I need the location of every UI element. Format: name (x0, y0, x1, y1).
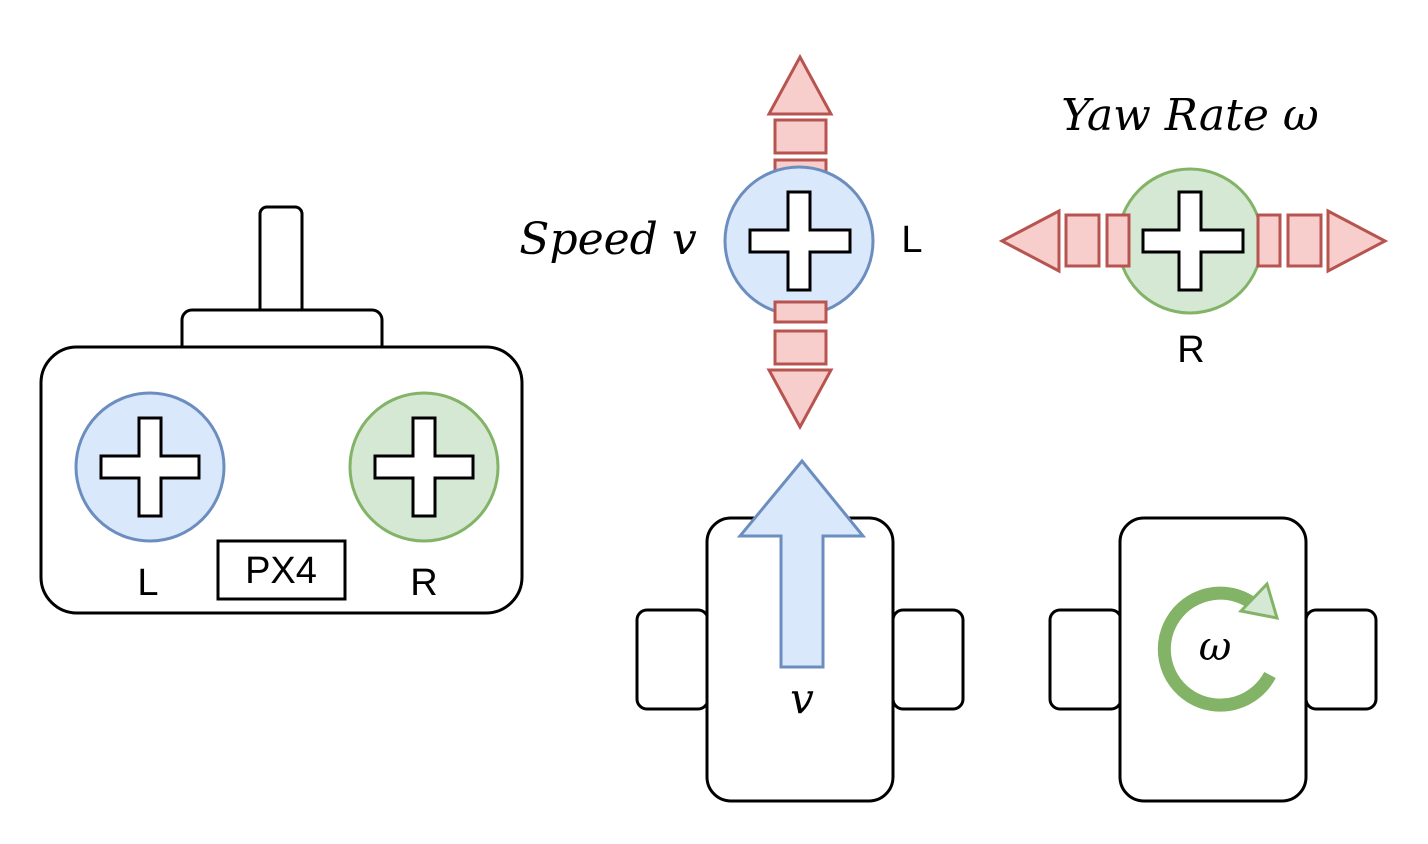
rover-yaw-left-wheel (1048, 608, 1123, 711)
arrow-up-icon (766, 53, 834, 116)
speed-up-arrow (766, 53, 834, 184)
controller-left-label: L (137, 562, 158, 604)
left-stick-cross-icon (99, 416, 201, 518)
speed-stick-label: L (901, 219, 922, 261)
forward-arrow-icon (736, 458, 867, 669)
rover-speed-left-wheel (635, 608, 710, 711)
speed-down-arrow (766, 300, 834, 431)
speed-stick-group: Speed v L (519, 53, 923, 431)
rover-yaw-symbol: ω (1199, 624, 1232, 670)
yaw-stick-group: Yaw Rate ω R (998, 90, 1389, 371)
speed-stick-cross-icon (748, 190, 852, 292)
yaw-stick-cross-icon (1141, 190, 1245, 292)
yaw-right-arrow (1256, 208, 1389, 274)
controller-left-stick (74, 391, 226, 543)
arrow-right-icon (1326, 208, 1389, 274)
px4-label: PX4 (245, 550, 317, 592)
controller-right-label: R (410, 562, 437, 604)
yaw-stick-label: R (1177, 329, 1204, 371)
rotation-arrowhead-icon (1238, 581, 1280, 620)
rotation-arrow-icon (1157, 586, 1276, 712)
yaw-title: Yaw Rate ω (1061, 90, 1318, 141)
speed-title: Speed v (519, 214, 697, 265)
controller-antenna (258, 205, 304, 324)
px4-box (216, 539, 347, 601)
rover-speed: v (635, 458, 965, 803)
rover-yaw-body (1118, 516, 1308, 803)
rover-yaw: ω (1048, 516, 1378, 803)
yaw-left-arrow (998, 208, 1131, 274)
arrow-down-icon (766, 368, 834, 431)
controller-right-stick (348, 391, 500, 543)
right-stick-cross-icon (373, 416, 475, 518)
rover-speed-symbol: v (790, 674, 814, 723)
arrow-left-icon (998, 208, 1061, 274)
rover-speed-right-wheel (891, 608, 965, 711)
rover-yaw-right-wheel (1304, 608, 1378, 711)
rc-controller: L R PX4 (39, 205, 524, 615)
